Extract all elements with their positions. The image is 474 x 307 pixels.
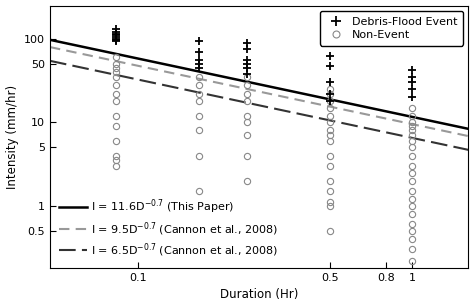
X-axis label: Duration (Hr): Duration (Hr) xyxy=(220,289,299,301)
Y-axis label: Intensity (mm/hr): Intensity (mm/hr) xyxy=(6,85,18,189)
Legend: I = 11.6D$^{-0.7}$ (This Paper), I = 9.5D$^{-0.7}$ (Cannon et al., 2008), I = 6.: I = 11.6D$^{-0.7}$ (This Paper), I = 9.5… xyxy=(55,194,282,262)
